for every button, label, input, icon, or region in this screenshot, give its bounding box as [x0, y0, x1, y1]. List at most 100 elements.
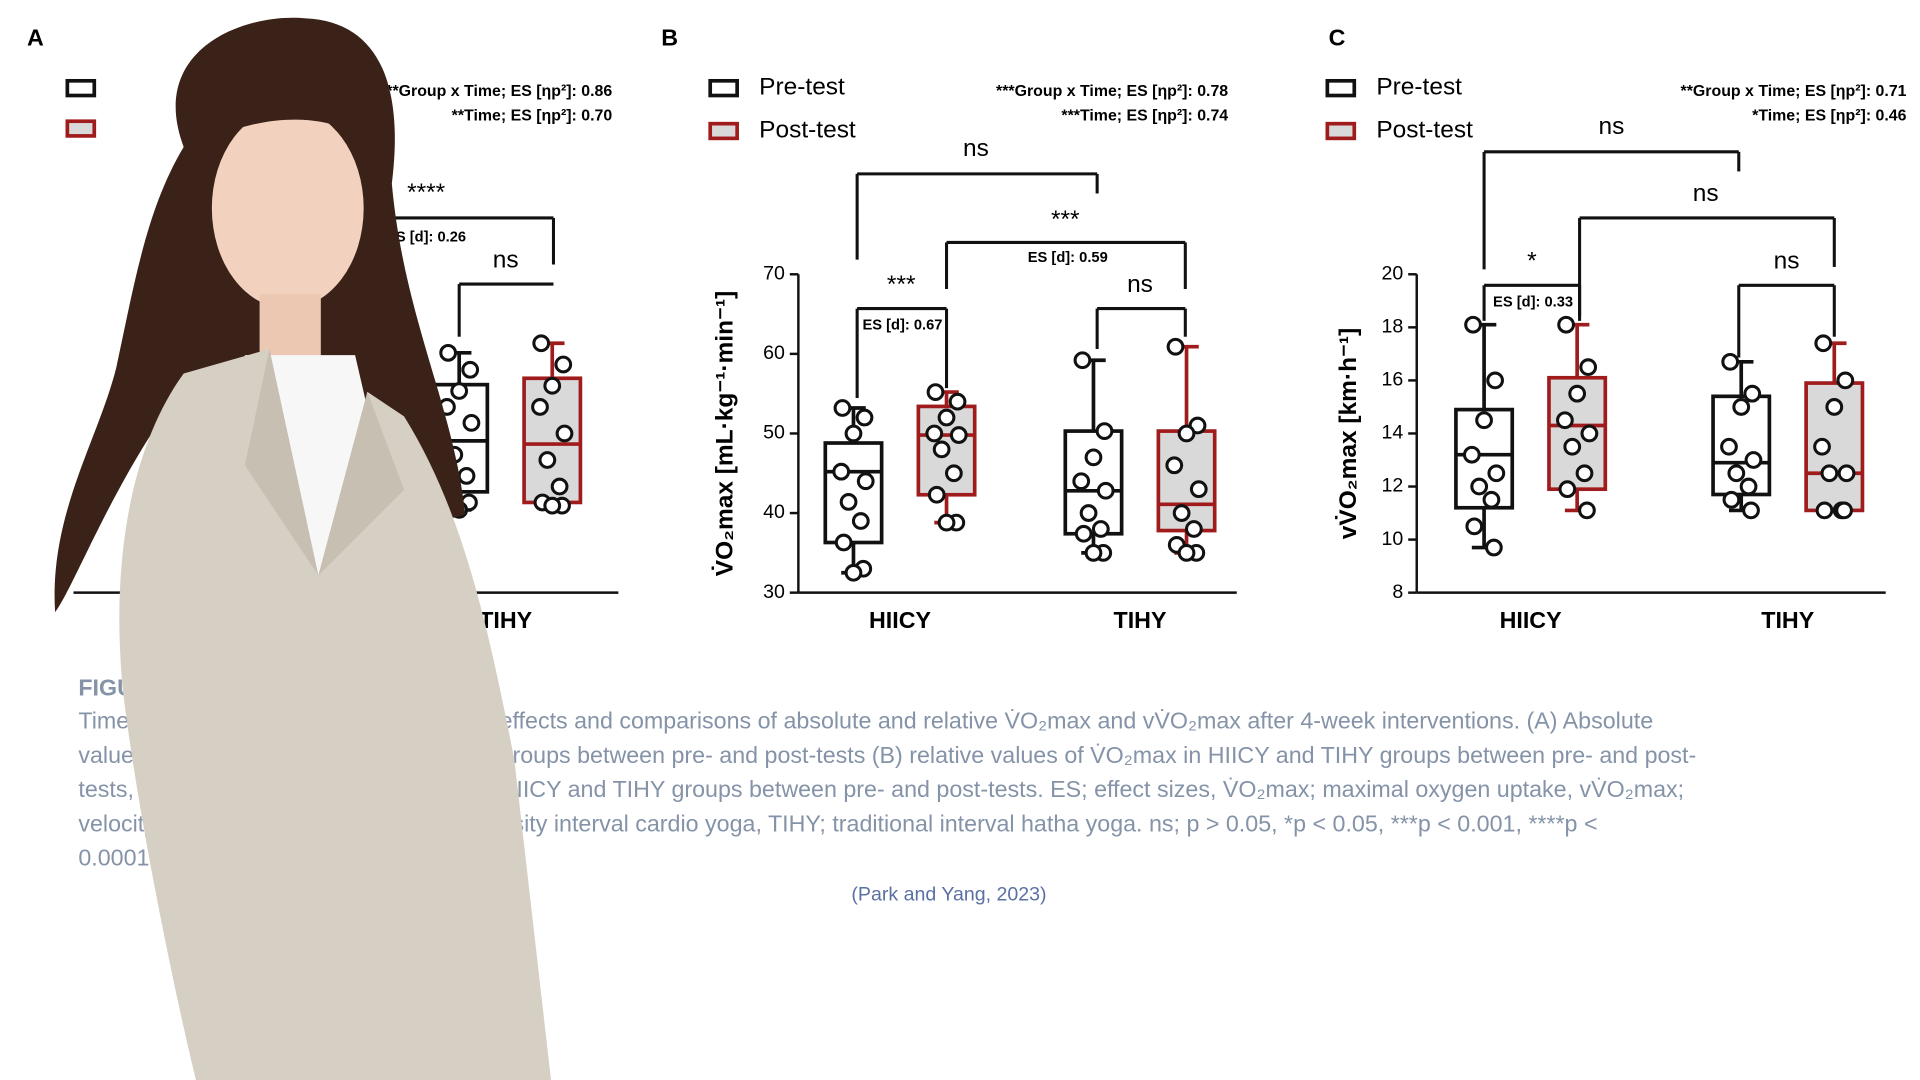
annotation: *** — [1051, 206, 1080, 233]
data-point — [1072, 472, 1091, 491]
annotation: **** — [407, 179, 446, 206]
data-point — [1742, 501, 1760, 520]
data-point — [851, 512, 870, 530]
data-point — [1465, 517, 1484, 536]
y-tick-label: 14 — [1381, 422, 1403, 444]
data-point — [1485, 538, 1503, 557]
data-point — [1482, 490, 1501, 509]
data-point — [1722, 490, 1741, 509]
x-tick-label: HIICY — [869, 607, 932, 633]
data-point — [855, 408, 874, 427]
data-point — [1487, 464, 1506, 483]
stat-text: ****Group x Time; ES [ηp²]: 0.86 — [374, 83, 612, 100]
y-tick-label: 40 — [763, 501, 785, 523]
annotation: ns — [963, 135, 989, 162]
data-point — [555, 424, 574, 443]
data-point — [1825, 398, 1844, 416]
legend-swatch — [1325, 78, 1357, 98]
annotation: ES [d]: 0.59 — [1028, 250, 1108, 266]
data-point — [1836, 371, 1855, 390]
data-point — [1475, 411, 1493, 430]
data-point — [1165, 456, 1184, 475]
legend-label: Post-test — [1376, 116, 1473, 143]
data-point — [457, 467, 476, 485]
data-point — [1470, 477, 1489, 496]
stat-text: **Time; ES [ηp²]: 0.70 — [452, 108, 613, 125]
face — [211, 107, 364, 309]
data-point — [1486, 371, 1504, 390]
data-point — [937, 513, 956, 532]
stat-text: ***Time; ES [ηp²]: 0.74 — [1061, 108, 1228, 125]
annotation: *** — [887, 271, 916, 298]
annotation: ns — [1693, 180, 1719, 207]
data-point — [1578, 501, 1596, 520]
legend-swatch — [65, 78, 97, 98]
legend-swatch — [1325, 121, 1357, 141]
y-axis-label: V̇O₂max [mL·kg⁻¹·min⁻¹] — [711, 291, 738, 576]
data-point — [550, 477, 569, 496]
data-point — [1464, 315, 1482, 334]
data-point — [856, 472, 875, 491]
data-point — [461, 360, 480, 379]
data-point — [1568, 384, 1587, 403]
data-point — [1189, 480, 1208, 499]
caption-text: effects and comparisons of absolute and … — [500, 707, 1654, 734]
data-point — [932, 440, 951, 459]
data-point — [945, 464, 963, 483]
stat-text: ***Group x Time; ES [ηp²]: 0.78 — [996, 83, 1228, 100]
data-point — [1166, 337, 1185, 356]
legend-label: Post-test — [759, 116, 856, 143]
person-photo — [54, 17, 552, 1080]
data-point — [462, 413, 481, 432]
data-point — [1813, 437, 1831, 456]
data-point — [1462, 445, 1481, 464]
data-point — [1177, 543, 1196, 562]
data-point — [926, 383, 945, 401]
data-point — [1743, 384, 1762, 403]
legend-swatch — [65, 119, 97, 138]
data-point — [925, 424, 944, 443]
data-point — [1580, 424, 1599, 443]
caption-text: groups between pre- and post-tests (B) r… — [500, 741, 1697, 768]
stat-text: **Group x Time; ES [ηp²]: 0.71 — [1681, 83, 1907, 100]
data-point — [538, 451, 557, 469]
y-tick-label: 18 — [1381, 316, 1403, 338]
data-point — [450, 382, 469, 400]
legend-swatch — [708, 121, 739, 141]
caption-text: HIICY and TIHY groups between pre- and p… — [500, 776, 1685, 803]
annotation: ns — [1127, 271, 1153, 298]
lapel — [244, 348, 405, 576]
panel-letter: C — [1329, 24, 1346, 50]
data-point — [839, 493, 858, 511]
data-point — [543, 496, 562, 515]
data-point — [948, 392, 967, 411]
data-point — [927, 485, 946, 504]
y-tick-label: 10 — [1381, 528, 1403, 550]
data-point — [1084, 543, 1103, 562]
box — [823, 441, 884, 545]
x-tick-label: TIHY — [1761, 607, 1814, 633]
data-point — [1095, 422, 1114, 440]
data-point — [1575, 464, 1594, 483]
data-point — [834, 533, 853, 552]
y-tick-label: 20 — [1381, 262, 1403, 284]
data-point — [1091, 520, 1110, 538]
data-point — [1084, 448, 1103, 467]
panel: C 8 10 12 14 16 18 20 vV̇O₂max [km·h⁻¹] HIICY TIHY… — [1325, 24, 1907, 633]
suit — [119, 348, 552, 1080]
caption-text: 0.0001. — [78, 845, 156, 871]
data-point — [1079, 504, 1098, 522]
data-point — [531, 398, 549, 416]
data-point — [1820, 464, 1839, 483]
data-point — [1720, 437, 1738, 456]
y-tick-label: 12 — [1381, 475, 1403, 497]
annotation: ns — [1599, 113, 1625, 140]
data-point — [1172, 504, 1191, 522]
stat-text: *Time; ES [ηp²]: 0.46 — [1752, 108, 1907, 125]
data-point — [949, 426, 968, 444]
caption-text: nsity interval cardio yoga, TIHY; tradit… — [500, 810, 1598, 836]
annotation: ns — [493, 246, 519, 273]
y-axis-label: vV̇O₂max [km·h⁻¹] — [1334, 328, 1361, 539]
data-point — [1563, 437, 1582, 456]
